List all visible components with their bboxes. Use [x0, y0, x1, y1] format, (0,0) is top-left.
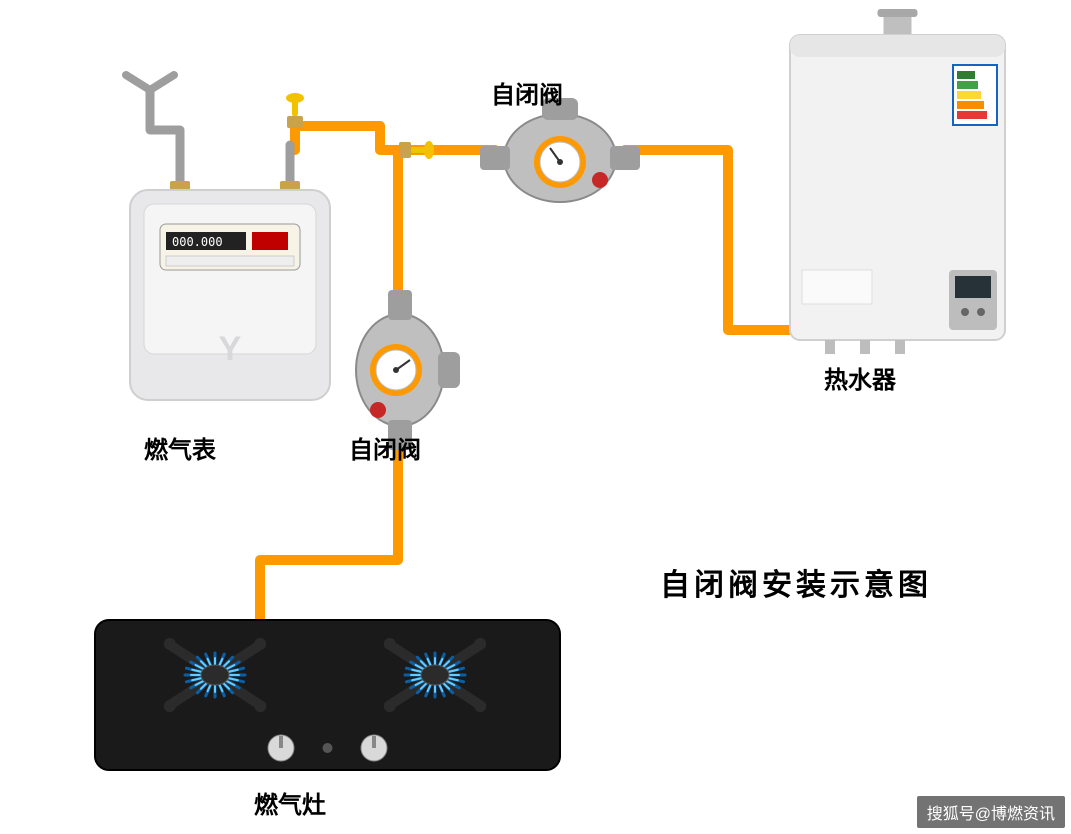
svg-text:000.000: 000.000	[172, 235, 223, 249]
diagram-title: 自闭阀安装示意图	[660, 560, 932, 604]
manual-valve-1	[399, 141, 434, 159]
gas-meter: 000.000 Y	[130, 190, 330, 400]
svg-text:Y: Y	[219, 330, 242, 368]
pipe-meter-out-to-tee	[295, 126, 380, 150]
label-gas-meter: 燃气表	[144, 430, 216, 465]
pipe-valve-top-to-heater	[625, 150, 810, 330]
label-valve-top: 自闭阀	[491, 75, 563, 110]
self-closing-valve-mid	[356, 290, 460, 450]
label-gas-stove: 燃气灶	[254, 785, 326, 820]
self-closing-valve-top	[480, 98, 640, 202]
label-water-heater: 热水器	[824, 360, 896, 395]
watermark: 搜狐号@博燃资讯	[917, 796, 1065, 828]
gas-stove	[95, 620, 560, 770]
meter-inlet-pipes	[126, 75, 300, 193]
manual-valve-0	[286, 93, 304, 128]
label-valve-mid: 自闭阀	[349, 430, 421, 465]
diagram-canvas: 000.000 Y	[0, 0, 1071, 834]
water-heater	[790, 9, 1005, 354]
